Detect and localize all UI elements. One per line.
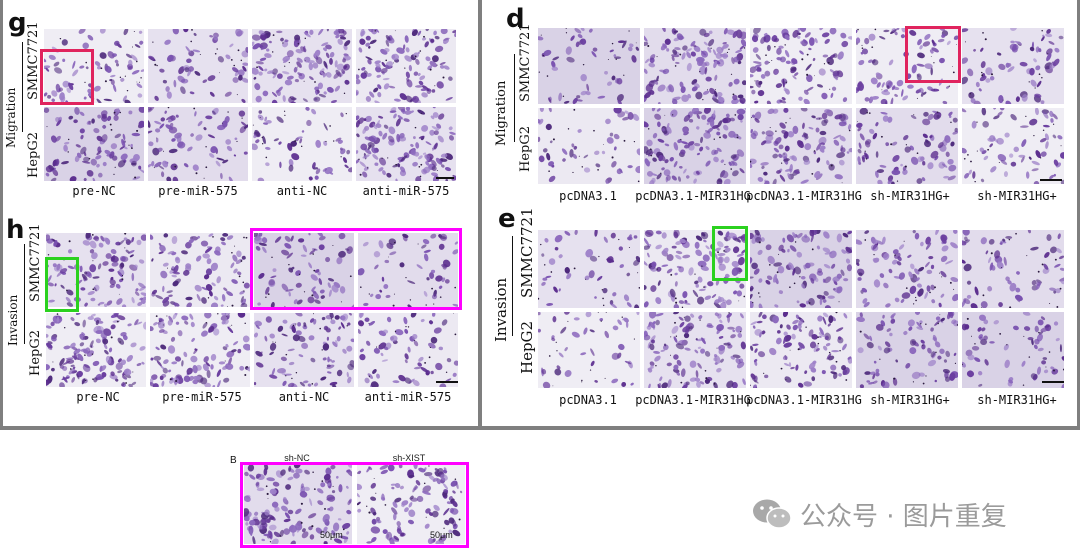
- row-group-label: Invasion: [492, 277, 510, 342]
- column-label: pcDNA3.1-MIR31HG: [635, 189, 751, 203]
- panel-letter: B: [230, 455, 237, 466]
- micrograph-tile: [150, 233, 250, 307]
- column-label: sh-NC: [284, 453, 310, 463]
- row-group-line: [22, 42, 23, 132]
- scale-bar: [1042, 381, 1064, 383]
- row-group-line: [514, 54, 515, 142]
- micrograph-tile: [644, 312, 746, 388]
- scale-bar: [436, 177, 454, 179]
- column-label: sh-XIST: [392, 453, 426, 463]
- highlight-box-magenta: [250, 228, 462, 310]
- highlight-box-green: [45, 257, 79, 312]
- row-label: HepG2: [26, 131, 41, 178]
- row-label: HepG2: [518, 125, 533, 172]
- micrograph-tile: [962, 28, 1064, 104]
- column-label: sh-MIR31HG+: [870, 189, 950, 203]
- row-group-label: Migration: [4, 87, 18, 148]
- micrograph-tile: [856, 108, 958, 184]
- micrograph-tile: [244, 465, 352, 544]
- micrograph-tile: [357, 465, 465, 544]
- column-label: pcDNA3.1-MIR31HG: [746, 393, 862, 407]
- column-label: pre-miR-575: [162, 390, 242, 404]
- panel-border-right: [1077, 0, 1080, 428]
- scale-bar: [436, 381, 458, 383]
- micrograph-tile: [148, 29, 248, 103]
- scale-bar-label: 50μm: [320, 530, 343, 540]
- row-label: SMMC7721: [28, 223, 43, 302]
- micrograph-tile: [644, 28, 746, 104]
- micrograph-tile: [46, 233, 146, 307]
- column-label: sh-MIR31HG+: [977, 393, 1057, 407]
- column-label: anti-miR-575: [364, 390, 452, 404]
- micrograph-tile: [252, 29, 352, 103]
- micrograph-tile: [44, 29, 144, 103]
- row-label: HepG2: [518, 320, 536, 374]
- micrograph-tile: [856, 230, 958, 308]
- column-label: sh-MIR31HG+: [977, 189, 1057, 203]
- micrograph-tile: [962, 108, 1064, 184]
- watermark: 公众号 · 图片重复: [752, 496, 1007, 532]
- column-label: pcDNA3.1-MIR31HG: [746, 189, 862, 203]
- micrograph-tile: [252, 107, 352, 181]
- micrograph-tile: [538, 312, 640, 388]
- column-label: pcDNA3.1: [559, 189, 617, 203]
- wechat-icon: [752, 497, 792, 531]
- micrograph-tile: [962, 230, 1064, 308]
- panel-divider-vertical: [478, 0, 482, 428]
- micrograph-tile: [750, 312, 852, 388]
- micrograph-tile: [644, 230, 746, 308]
- micrograph-tile: [538, 28, 640, 104]
- micrograph-tile: [148, 107, 248, 181]
- micrograph-tile: [44, 107, 144, 181]
- micrograph-tile: [356, 29, 456, 103]
- micrograph-tile: [856, 312, 958, 388]
- column-label: pre-miR-575: [158, 184, 238, 198]
- micrograph-tile: [46, 313, 146, 387]
- row-label: HepG2: [28, 329, 43, 376]
- row-group-label: Migration: [494, 80, 509, 146]
- micrograph-tile: [538, 108, 640, 184]
- row-label: SMMC7721: [518, 23, 533, 102]
- micrograph-tile: [750, 230, 852, 308]
- panel-divider-horizontal: [0, 426, 1080, 430]
- row-label: SMMC7721: [26, 21, 41, 100]
- column-label: anti-NC: [276, 184, 328, 198]
- row-group-line: [24, 244, 25, 344]
- micrograph-tile: [150, 313, 250, 387]
- micrograph-tile: [358, 233, 458, 307]
- micrograph-tile: [254, 313, 354, 387]
- row-group-label: Invasion: [6, 294, 20, 346]
- column-label: pre-NC: [76, 390, 120, 404]
- panel-border-left: [0, 0, 3, 428]
- micrograph-tile: [356, 107, 456, 181]
- column-label: pcDNA3.1-MIR31HG: [635, 393, 751, 407]
- micrograph-tile: [358, 313, 458, 387]
- highlight-box-green: [712, 226, 748, 281]
- micrograph-tile: [750, 28, 852, 104]
- column-label: sh-MIR31HG+: [870, 393, 950, 407]
- highlight-box-magenta: [240, 462, 469, 548]
- micrograph-tile: [644, 108, 746, 184]
- column-label: pcDNA3.1: [559, 393, 617, 407]
- micrograph-tile: [254, 233, 354, 307]
- micrograph-tile: [962, 312, 1064, 388]
- column-label: anti-NC: [278, 390, 330, 404]
- column-label: anti-miR-575: [362, 184, 450, 198]
- panel-letter: d: [506, 4, 525, 34]
- panel-letter: h: [6, 215, 25, 245]
- watermark-text: 公众号 · 图片重复: [800, 501, 1007, 532]
- micrograph-tile: [750, 108, 852, 184]
- scale-bar-label: 50μm: [430, 530, 453, 540]
- panel-letter: e: [498, 204, 516, 234]
- column-label: pre-NC: [72, 184, 116, 198]
- highlight-box-red: [40, 49, 94, 105]
- row-group-line: [512, 236, 513, 336]
- highlight-box-red: [905, 26, 961, 83]
- scale-bar: [1040, 179, 1062, 181]
- row-label: SMMC7721: [518, 207, 536, 298]
- panel-letter: g: [8, 8, 27, 38]
- micrograph-tile: [538, 230, 640, 308]
